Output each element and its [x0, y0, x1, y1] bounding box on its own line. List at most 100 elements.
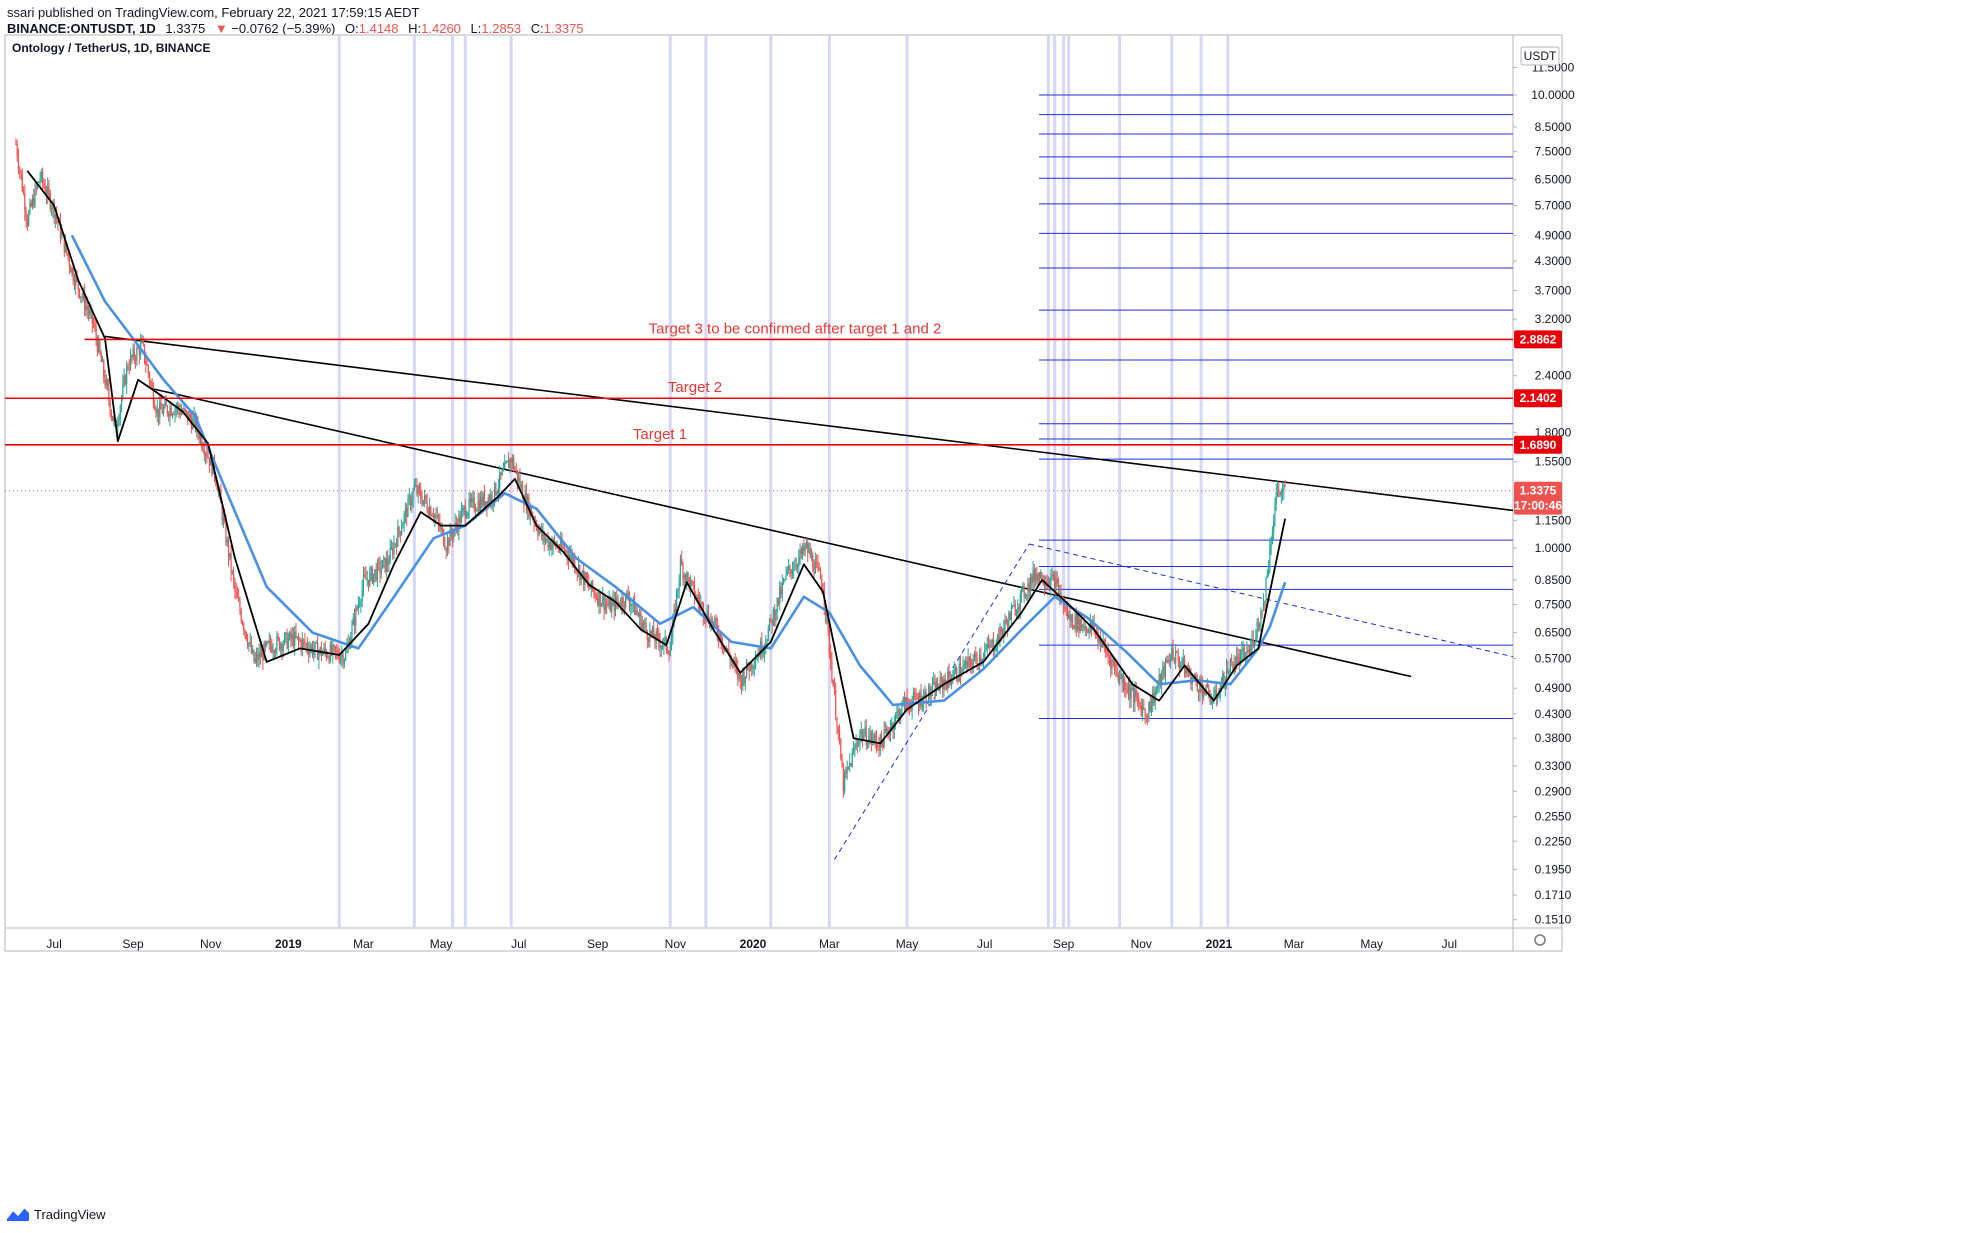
candle-body — [243, 624, 245, 631]
candle-body — [798, 557, 800, 567]
candle-body — [187, 411, 189, 421]
candle-body — [956, 667, 958, 680]
candle-body — [912, 692, 915, 702]
candle-body — [597, 597, 599, 605]
candle-body — [31, 197, 34, 207]
candle-body — [914, 692, 916, 695]
candle-body — [1014, 604, 1016, 616]
x-tick-label: 2021 — [1206, 937, 1233, 951]
candle-body — [1239, 652, 1242, 665]
candle-body — [1266, 574, 1268, 578]
candle-body — [1220, 683, 1223, 689]
candle-body — [128, 367, 130, 369]
candle-body — [1267, 566, 1270, 575]
candle-body — [565, 551, 567, 553]
candle-body — [662, 645, 664, 647]
candle-body — [28, 212, 30, 226]
candle-body — [473, 497, 475, 511]
candle-body — [995, 648, 997, 651]
candle-body — [1144, 709, 1146, 716]
candle-body — [1237, 655, 1239, 657]
candle-body — [360, 601, 362, 605]
candle-body — [1269, 546, 1271, 567]
candle-body — [548, 541, 550, 548]
candle-body — [964, 661, 967, 664]
candle-body — [748, 669, 750, 672]
candle-body — [886, 728, 888, 732]
candle-body — [29, 202, 31, 213]
candle-body — [1168, 659, 1170, 662]
fast-ma-line — [26, 170, 1286, 745]
candle-body — [726, 648, 729, 650]
candle-body — [483, 493, 485, 507]
candle-body — [599, 592, 601, 607]
highlight-band — [827, 36, 831, 927]
candle-body — [962, 665, 964, 673]
candle-body — [449, 529, 451, 546]
candle-body — [1088, 626, 1090, 633]
candle-body — [388, 562, 390, 565]
candle-body — [674, 608, 676, 614]
candle-body — [562, 547, 564, 549]
candle-body — [154, 404, 156, 410]
candle-body — [663, 639, 665, 646]
highlight-band — [509, 36, 513, 927]
candle-body — [408, 496, 410, 498]
x-tick-label: Mar — [353, 937, 374, 951]
y-tick-label: 0.2550 — [1535, 810, 1572, 824]
highlight-band — [451, 36, 455, 927]
candle-body — [802, 545, 804, 554]
candle-body — [728, 648, 730, 655]
candle-body — [1005, 620, 1007, 624]
candle-body — [1113, 662, 1116, 668]
candle-body — [493, 483, 496, 502]
highlight-band — [1046, 36, 1050, 927]
candle-body — [1138, 697, 1140, 703]
candle-body — [1097, 631, 1099, 643]
candle-body — [865, 727, 867, 746]
x-tick-label: Jul — [1442, 937, 1457, 951]
candle-body — [304, 640, 306, 645]
candle-body — [1148, 701, 1150, 719]
candle-body — [271, 645, 273, 653]
candle-body — [252, 650, 254, 653]
candle-body — [255, 654, 258, 659]
candle-body — [1250, 644, 1252, 654]
candle-body — [611, 602, 613, 612]
candle-body — [645, 622, 647, 631]
candle-body — [1009, 612, 1011, 621]
candle-body — [371, 567, 373, 583]
candle-body — [915, 694, 917, 700]
candle-body — [89, 310, 91, 314]
price-axis-badge — [1514, 389, 1562, 408]
candle-body — [537, 529, 539, 535]
candle-body — [453, 530, 455, 538]
candle-body — [166, 406, 169, 414]
candle-body — [258, 652, 260, 661]
candle-body — [528, 497, 530, 517]
candle-body — [756, 657, 758, 660]
candle-body — [541, 527, 543, 537]
candle-body — [124, 375, 126, 385]
candle-body — [56, 214, 58, 219]
currency-box — [1520, 46, 1560, 66]
candle-body — [948, 671, 950, 679]
highlight-band — [1226, 36, 1230, 927]
candle-body — [502, 468, 505, 471]
candle-body — [595, 597, 598, 599]
settings-icon[interactable] — [1534, 934, 1546, 946]
candle-body — [84, 292, 86, 310]
candle-body — [208, 457, 211, 466]
candle-body — [1203, 690, 1205, 697]
open-label: O: — [345, 21, 359, 36]
candle-body — [854, 748, 856, 750]
y-tick-label: 1.8000 — [1535, 425, 1572, 439]
tradingview-logo[interactable]: TradingView — [6, 1206, 106, 1222]
candle-body — [490, 494, 492, 503]
symbol-label[interactable]: BINANCE:ONTUSDT, 1D — [7, 21, 156, 36]
candle-body — [776, 597, 778, 613]
candle-body — [679, 558, 682, 581]
candle-body — [216, 481, 218, 490]
candle-body — [50, 208, 53, 210]
